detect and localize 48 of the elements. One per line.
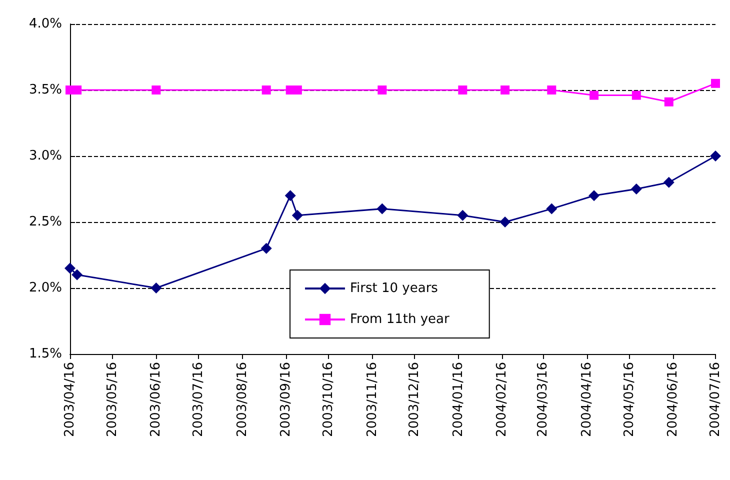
x-tick-label: 2003/10/16 (320, 362, 336, 437)
point (547, 86, 556, 94)
point (152, 86, 161, 94)
point (588, 190, 600, 202)
x-tick-label: 2004/03/16 (536, 362, 551, 437)
point (458, 86, 468, 94)
x-tick-label: 2004/01/16 (450, 362, 466, 437)
x-tick-label: 2004/05/16 (622, 362, 637, 437)
point (150, 282, 162, 294)
legend-label: First 10 years (350, 281, 438, 296)
x-tick-label: 2003/11/16 (364, 362, 380, 437)
point (590, 90, 599, 100)
point (546, 203, 558, 214)
point (457, 210, 468, 221)
point (500, 216, 511, 228)
point (64, 262, 76, 274)
point (284, 190, 296, 202)
y-tick-label: 2.0% (28, 280, 62, 296)
point (710, 150, 721, 162)
x-tick-label: 2003/08/16 (234, 362, 250, 437)
legend-label: From 11th year (350, 312, 450, 327)
x-tick-label: 2004/07/16 (708, 362, 723, 437)
y-tick-label: 3.5% (28, 82, 62, 98)
x-tick-label: 2003/07/16 (191, 362, 206, 437)
point (500, 86, 510, 94)
y-tick-label: 1.5% (28, 346, 62, 362)
y-tick-label: 4.0% (28, 16, 62, 32)
x-tick-label: 2003/09/16 (278, 362, 294, 437)
point (632, 90, 641, 100)
x-tick-label: 2004/06/16 (666, 362, 681, 437)
x-tick-label: 2004/04/16 (579, 362, 594, 437)
x-tick-label: 2003/06/16 (148, 362, 164, 437)
point (664, 97, 674, 106)
point (260, 242, 272, 254)
point (292, 210, 303, 221)
x-tick-label: 2003/12/16 (407, 362, 422, 437)
point (663, 176, 674, 188)
point (376, 203, 388, 214)
x-tick-label: 2004/02/16 (494, 362, 510, 437)
x-tick-label: 2003/04/16 (62, 362, 78, 437)
y-tick-label: 2.5% (28, 214, 62, 230)
x-tick-label: 2003/05/16 (104, 362, 120, 437)
point (630, 184, 642, 194)
point (72, 269, 83, 280)
point (262, 86, 271, 94)
point (378, 86, 387, 94)
point (711, 78, 720, 88)
y-tick-label: 3.0% (28, 148, 62, 164)
